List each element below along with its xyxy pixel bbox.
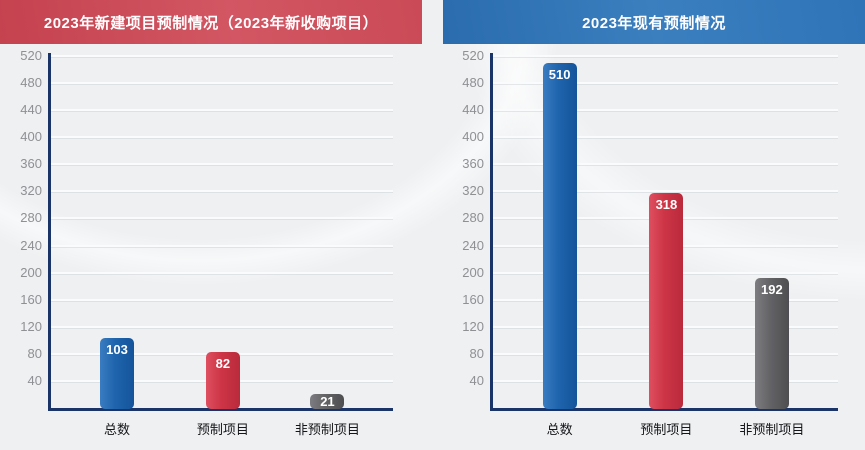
gridline-520 xyxy=(51,55,393,57)
chart-panel-new-projects: 2023年新建项目预制情况（2023年新收购项目） 40 80 120 160 200 2… xyxy=(0,0,432,450)
bar-value-label: 192 xyxy=(761,282,783,298)
bar-预制项目 xyxy=(649,192,684,409)
gridline-440 xyxy=(51,109,393,112)
x-axis-category-label: 非预制项目 xyxy=(294,422,360,437)
gridline-160 xyxy=(51,298,393,301)
y-axis-tick-240: 240 xyxy=(462,237,484,253)
y-axis-tick-400: 400 xyxy=(20,129,42,145)
y-axis-tick-160: 160 xyxy=(462,291,484,307)
bar-value-label: 21 xyxy=(320,394,335,410)
gridline-480 xyxy=(51,82,393,85)
chart-title-banner-red: 2023年新建项目预制情况（2023年新收购项目） xyxy=(0,0,422,44)
gridline-520 xyxy=(493,55,838,57)
bar-总数 xyxy=(100,338,134,409)
y-axis-tick-480: 480 xyxy=(20,75,42,91)
y-axis-tick-120: 120 xyxy=(20,318,42,334)
y-axis-line xyxy=(48,53,51,411)
x-axis-line xyxy=(48,408,393,411)
gridline-480 xyxy=(493,82,838,85)
chart-panel-existing: 2023年现有预制情况 40 80 120 160 200 240 280 320 360 400… xyxy=(433,0,865,450)
y-axis-tick-160: 160 xyxy=(20,291,42,307)
y-axis-tick-320: 320 xyxy=(20,183,42,199)
y-axis-tick-520: 520 xyxy=(462,48,484,63)
x-axis-category-label: 非预制项目 xyxy=(739,422,805,437)
gridline-120 xyxy=(51,325,393,328)
y-axis-tick-280: 280 xyxy=(20,210,42,226)
bar-总数 xyxy=(542,62,577,409)
gridline-200 xyxy=(51,271,393,274)
bar-value-label: 510 xyxy=(548,66,571,82)
y-axis-tick-360: 360 xyxy=(20,156,42,172)
x-axis-category-label: 预制项目 xyxy=(196,422,249,437)
plot-area-new-projects: 40 80 120 160 200 240 280 320 360 400 440 480 520 103… xyxy=(0,0,432,450)
gridline-360 xyxy=(51,163,393,166)
bar-非预制项目 xyxy=(310,393,345,409)
y-axis-tick-440: 440 xyxy=(20,102,42,118)
chart-title-banner-blue: 2023年现有预制情况 xyxy=(443,0,865,44)
gridline-280 xyxy=(51,217,393,220)
x-axis-line xyxy=(490,408,838,411)
y-axis-tick-80: 80 xyxy=(469,345,484,361)
gridline-320 xyxy=(51,190,393,193)
y-axis-tick-400: 400 xyxy=(462,129,484,145)
y-axis-tick-40: 40 xyxy=(27,372,42,388)
bar-value-label: 318 xyxy=(655,196,678,212)
y-axis-tick-320: 320 xyxy=(462,183,484,199)
chart-title: 2023年现有预制情况 xyxy=(582,14,726,32)
gridline-360 xyxy=(493,163,838,166)
plot-area-existing: 40 80 120 160 200 240 280 320 360 400 440 480 520 510… xyxy=(433,0,865,450)
chart-title: 2023年新建项目预制情况（2023年新收购项目） xyxy=(43,14,379,32)
y-axis-tick-240: 240 xyxy=(20,237,42,253)
y-axis-tick-40: 40 xyxy=(469,372,484,388)
bar-非预制项目 xyxy=(754,278,789,409)
gridline-400 xyxy=(51,136,393,139)
x-axis-category-label: 总数 xyxy=(103,422,130,437)
bar-value-label: 82 xyxy=(215,356,231,372)
gridline-320 xyxy=(493,190,838,193)
x-axis-category-label: 总数 xyxy=(546,422,573,437)
gridline-400 xyxy=(493,136,838,139)
y-axis-line xyxy=(490,53,493,411)
x-axis-category-label: 预制项目 xyxy=(640,422,693,437)
gridline-240 xyxy=(51,244,393,247)
gridline-440 xyxy=(493,109,838,112)
y-axis-tick-280: 280 xyxy=(462,210,484,226)
y-axis-tick-360: 360 xyxy=(462,156,484,172)
y-axis-tick-200: 200 xyxy=(20,264,42,280)
y-axis-tick-520: 520 xyxy=(20,48,42,63)
y-axis-tick-120: 120 xyxy=(462,318,484,334)
bar-value-label: 103 xyxy=(106,342,128,358)
y-axis-tick-200: 200 xyxy=(462,264,484,280)
y-axis-tick-80: 80 xyxy=(27,345,42,361)
y-axis-tick-440: 440 xyxy=(462,102,484,118)
bar-预制项目 xyxy=(205,352,240,409)
y-axis-tick-480: 480 xyxy=(462,75,484,91)
